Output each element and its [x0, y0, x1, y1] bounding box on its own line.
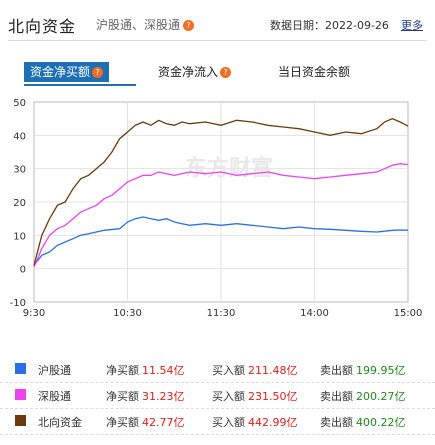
watermark: 东方财富: [185, 155, 273, 181]
legend-name: 沪股通: [38, 364, 71, 377]
tab-balance[interactable]: 当日资金余额: [278, 62, 350, 82]
y-tick-label: 10: [13, 231, 26, 242]
tab-net-inflow[interactable]: 资金净流入?: [158, 62, 232, 82]
legend-row-sz: 深股通 净买额 31.23亿 买入额 231.50亿 卖出额 200.27亿: [0, 382, 435, 409]
x-tick-label: 15:00: [394, 308, 423, 319]
divider: [8, 40, 427, 41]
swatch-sh: [15, 363, 26, 374]
date-value: 2022-09-26: [325, 19, 389, 32]
date-label: 数据日期：: [270, 19, 325, 32]
series-line-0: [33, 216, 409, 266]
help-icon[interactable]: ?: [183, 20, 195, 31]
sell-value: 400.22亿: [356, 416, 406, 429]
header: 北向资金 沪股通、深股通? 数据日期：2022-09-26 更多: [0, 0, 435, 38]
x-tick-label: 9:30: [23, 308, 45, 319]
buy-value: 231.50亿: [248, 390, 298, 403]
tab-net-buy[interactable]: 资金净买额?: [24, 62, 110, 82]
buy-value: 211.48亿: [248, 364, 298, 377]
subtitle: 沪股通、深股通?: [96, 16, 195, 33]
buy-label: 买入额: [212, 364, 245, 377]
net-buy-label: 净买额: [106, 364, 139, 377]
y-tick-label: 50: [13, 98, 26, 109]
sell-value: 200.27亿: [356, 390, 406, 403]
buy-label: 买入额: [212, 416, 245, 429]
swatch-north: [15, 415, 26, 426]
help-icon[interactable]: ?: [220, 67, 232, 78]
legend-name: 北向资金: [38, 416, 82, 429]
y-tick-label: 20: [13, 198, 26, 209]
buy-value: 442.99亿: [248, 416, 298, 429]
tab-net-inflow-label: 资金净流入: [158, 65, 219, 79]
x-tick-label: 11:30: [207, 308, 236, 319]
net-buy-value: 31.23亿: [142, 390, 185, 403]
net-buy-label: 净买额: [106, 416, 139, 429]
page-title: 北向资金: [8, 17, 77, 36]
y-tick-label: -10: [10, 298, 26, 309]
swatch-sz: [15, 389, 26, 400]
tab-net-buy-label: 资金净买额: [30, 65, 91, 79]
x-tick-label: 10:30: [113, 308, 142, 319]
data-date: 数据日期：2022-09-26: [270, 17, 389, 33]
y-tick-label: 30: [13, 165, 26, 176]
more-link[interactable]: 更多: [401, 19, 423, 32]
net-buy-label: 净买额: [106, 390, 139, 403]
sell-label: 卖出额: [320, 364, 353, 377]
chart: 50 40 30 20 10 0 -109:30 10:30 11:30 14:00 15:00 东方…: [10, 98, 423, 319]
sell-label: 卖出额: [320, 390, 353, 403]
net-buy-value: 42.77亿: [142, 416, 185, 429]
y-tick-label: 40: [13, 131, 26, 142]
series-line-1: [33, 163, 409, 268]
net-buy-value: 11.54亿: [142, 364, 185, 377]
legend-row-north: 北向资金 净买额 42.77亿 买入额 442.99亿 卖出额 400.22亿: [0, 408, 435, 435]
sell-value: 199.95亿: [356, 364, 406, 377]
tab-balance-label: 当日资金余额: [278, 65, 351, 79]
buy-label: 买入额: [212, 390, 245, 403]
legend-row-sh: 沪股通 净买额 11.54亿 买入额 211.48亿 卖出额 199.95亿: [0, 356, 435, 383]
y-tick-label: 0: [20, 265, 26, 276]
legend-name: 深股通: [38, 390, 71, 403]
subtitle-text: 沪股通、深股通: [96, 18, 181, 32]
x-tick-label: 14:00: [300, 308, 329, 319]
sell-label: 卖出额: [320, 416, 353, 429]
series-line-2: [33, 117, 409, 266]
help-icon[interactable]: ?: [92, 67, 104, 78]
tab-underline: [24, 84, 136, 86]
